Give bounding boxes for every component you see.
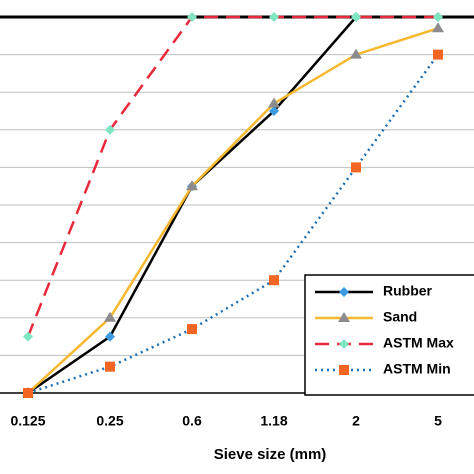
marker — [351, 162, 361, 173]
marker — [269, 12, 279, 22]
marker — [105, 361, 115, 372]
legend-label: ASTM Max — [383, 335, 454, 351]
marker — [269, 275, 279, 286]
marker — [23, 388, 33, 398]
series-line — [27, 27, 439, 394]
marker — [187, 324, 197, 335]
marker — [351, 12, 361, 22]
x-axis-label: Sieve size (mm) — [214, 446, 327, 463]
marker — [433, 49, 443, 60]
legend-marker — [338, 312, 350, 322]
marker — [186, 180, 198, 191]
marker — [432, 22, 444, 33]
marker — [350, 48, 362, 59]
legend-label: Sand — [383, 309, 417, 325]
legend-label: ASTM Min — [383, 361, 451, 377]
x-tick-label: 5 — [434, 413, 442, 429]
legend-marker — [339, 339, 349, 349]
marker — [23, 331, 33, 342]
marker — [433, 12, 443, 22]
legend-label: Rubber — [383, 283, 433, 299]
marker — [268, 97, 280, 108]
legend-marker — [339, 365, 349, 375]
x-tick-label: 0.25 — [96, 413, 123, 429]
legend-marker — [339, 287, 349, 297]
x-tick-label: 1.18 — [260, 413, 287, 429]
x-tick-label: 0.125 — [10, 413, 45, 429]
legend-box — [304, 274, 474, 396]
marker — [105, 331, 115, 342]
series-line — [26, 15, 438, 338]
x-tick-label: 2 — [352, 413, 360, 429]
marker — [105, 124, 115, 135]
x-tick-label: 0.6 — [182, 413, 202, 429]
marker — [187, 12, 197, 22]
marker — [104, 311, 116, 322]
marker — [269, 106, 279, 116]
